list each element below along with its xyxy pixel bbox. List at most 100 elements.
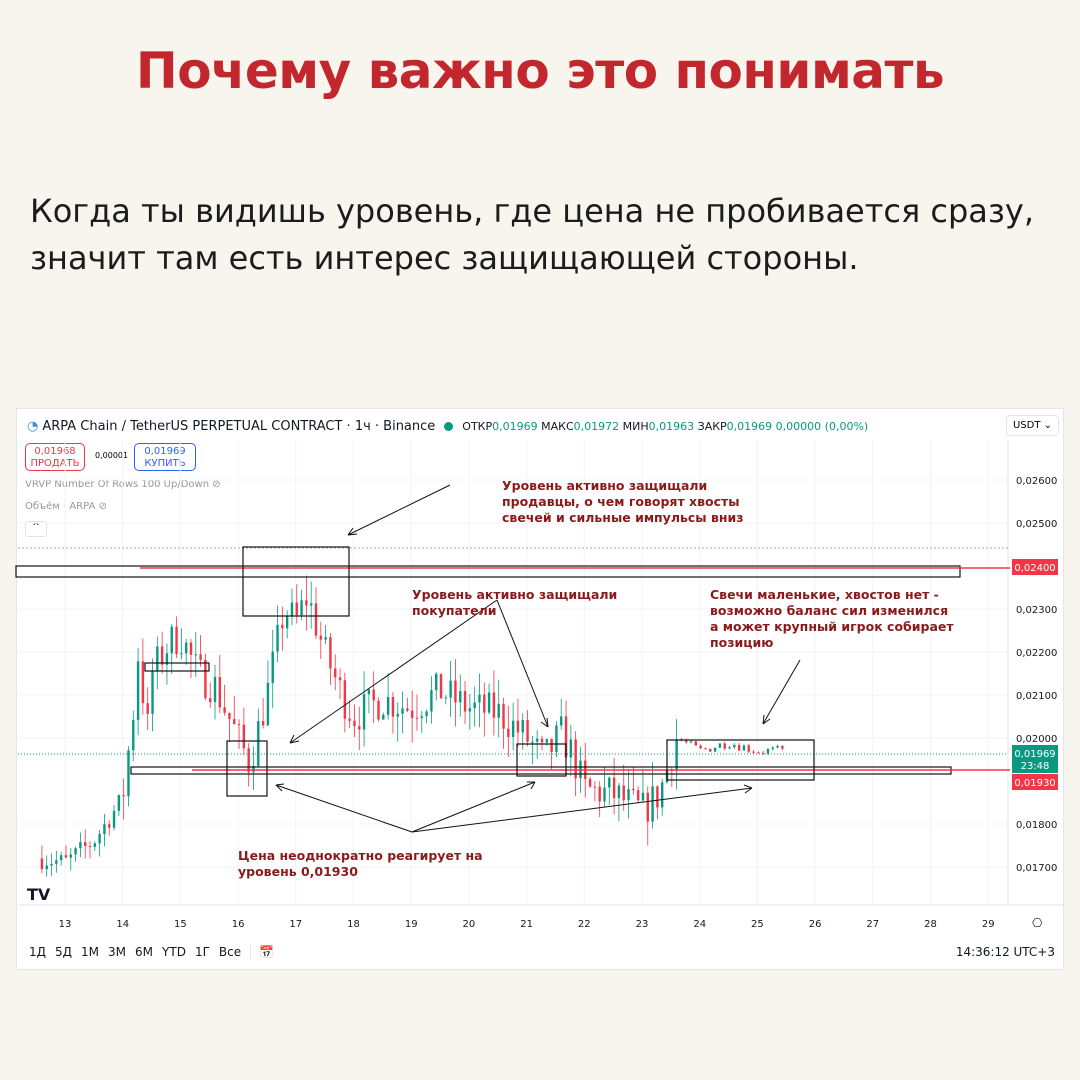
candle [189,639,193,679]
candle [170,623,173,674]
candle [617,782,621,822]
candle [603,767,606,808]
candle [454,659,457,727]
tf-ytd[interactable]: YTD [162,945,186,959]
annotation-small-candles: Свечи маленькие, хвостов нет - возможно … [710,587,954,650]
candle [761,750,765,756]
trading-chart-card: ◔ ARPA Chain / TetherUS PERPETUAL CONTRA… [16,408,1064,970]
candle [281,606,284,651]
svg-text:Цена неоднократно реагирует на: Цена неоднократно реагирует на [238,848,483,863]
candle [632,767,635,795]
candle [242,707,246,756]
ohlc-readout: ОТКР0,01969 МАКС0,01972 МИН0,01963 ЗАКР0… [462,420,869,433]
tf-6m[interactable]: 6М [135,945,154,959]
candle [88,841,92,859]
tf-1y[interactable]: 1Г [194,945,210,959]
date-tick: 23 [636,919,649,930]
buy-button[interactable]: 0,01969 КУПИТЬ [134,443,196,471]
candle [257,708,260,767]
indicator-volume[interactable]: Объём · ARPA ⊘ [25,501,107,512]
date-tick: 29 [982,919,995,930]
candle [228,712,231,743]
candle [175,616,178,658]
tf-3m[interactable]: 3М [108,945,127,959]
candle [122,778,125,820]
date-tick: 17 [289,919,302,930]
candle [50,853,53,877]
date-tick: 27 [866,919,879,930]
tf-1d[interactable]: 1Д [29,945,47,959]
candle [660,778,664,816]
hidden-eye-icon: ⊘ [98,501,107,512]
candle [83,829,87,859]
candle [718,743,722,748]
candle [358,706,361,751]
symbol-title[interactable]: ARPA Chain / TetherUS PERPETUAL CONTRACT… [42,419,436,434]
candle [435,671,438,701]
candle [103,814,106,847]
candle [69,847,72,871]
candle [459,674,462,717]
candle [449,661,452,717]
tradingview-logo-icon: TV [27,885,51,904]
price-tick: 0,01700 [1016,863,1057,874]
candle [723,741,726,751]
candle [204,653,207,701]
candle [483,682,486,737]
chart-settings-icon[interactable]: ⎔ [1032,916,1043,930]
date-tick: 22 [578,919,591,930]
price-tick: 0,01800 [1016,820,1057,831]
collapse-indicators-button[interactable]: ^ [25,521,47,537]
svg-text:продавцы, о чем говорят хвосты: продавцы, о чем говорят хвосты [502,494,740,509]
indicator-vrvp[interactable]: VRVP Number Of Rows 100 Up/Down ⊘ [25,479,221,490]
candle [675,718,678,790]
date-tick: 16 [232,919,245,930]
candle [646,786,649,846]
annotation-buyers: Уровень активно защищали покупатели [412,587,617,618]
svg-text:возможно баланс сил изменился: возможно баланс сил изменился [710,603,948,618]
candle [362,671,366,747]
price-tick: 0,02600 [1016,476,1057,487]
candle [180,628,183,660]
seller-wicks-box [242,546,350,617]
go-to-date-icon[interactable]: 📅 [250,945,274,959]
candle [329,632,332,686]
candle [382,712,385,720]
candle [473,686,476,727]
candle [410,690,414,743]
candle [247,743,250,787]
candle [165,643,169,685]
chart-header: ◔ ARPA Chain / TetherUS PERPETUAL CONTRA… [27,419,868,434]
price-label-high: 0,02400 [1012,559,1058,575]
candle [184,638,188,665]
candle [367,688,371,714]
candle [74,846,77,862]
candle [733,743,736,749]
candle [742,744,746,751]
candle [285,610,289,639]
candle [233,695,236,725]
candle [266,660,270,727]
candle [406,697,409,713]
tf-5d[interactable]: 5Д [55,945,73,959]
sell-button[interactable]: 0,01968 ПРОДАТЬ [25,443,85,471]
tf-1m[interactable]: 1М [81,945,100,959]
candle [55,850,58,873]
svg-text:позицию: позицию [710,635,773,650]
resistance-zone-box [15,565,961,578]
svg-text:0,01969: 0,01969 [1014,749,1055,760]
candle [276,605,279,663]
currency-select[interactable]: USDT ⌄ [1005,415,1059,436]
price-tick: 0,02200 [1016,648,1057,659]
tf-all[interactable]: Все [218,945,242,959]
candle [540,735,544,751]
candle [290,588,294,626]
date-tick: 15 [174,919,187,930]
price-label-current: 0,01969 23:48 [1012,745,1058,773]
candle [526,710,529,747]
price-tick: 0,02000 [1016,734,1057,745]
date-tick: 13 [59,919,72,930]
svg-text:23:48: 23:48 [1021,761,1050,772]
timeframe-bar: 1Д 5Д 1М 3М 6М YTD 1Г Все 📅 [29,945,274,959]
